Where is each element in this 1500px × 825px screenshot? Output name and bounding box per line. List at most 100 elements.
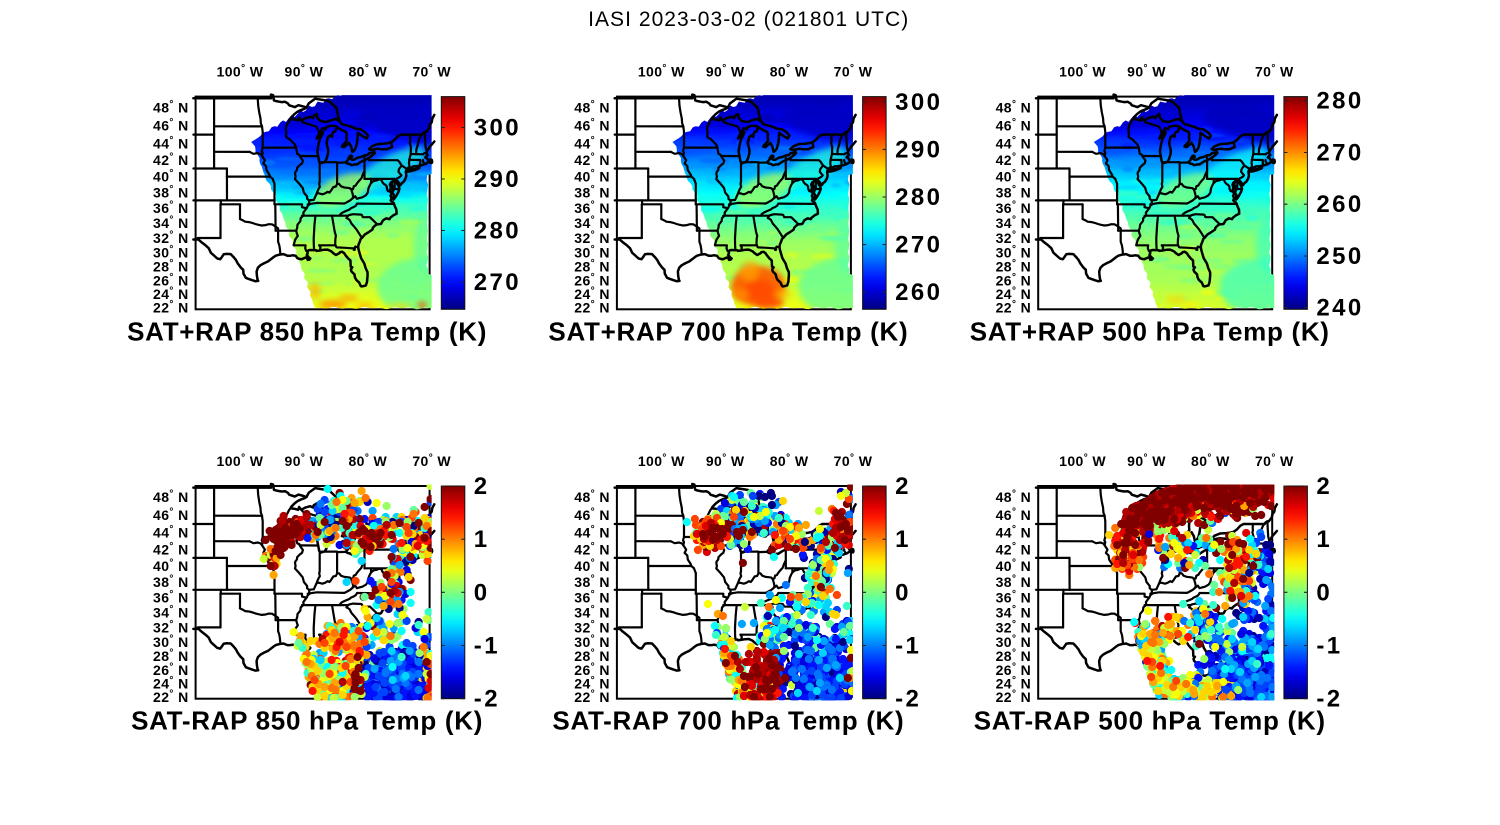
svg-text:36° N: 36° N	[996, 589, 1032, 606]
svg-text:80° W: 80° W	[1191, 453, 1230, 470]
svg-text:300: 300	[474, 115, 521, 142]
svg-text:300: 300	[895, 89, 942, 116]
svg-text:80° W: 80° W	[348, 453, 387, 470]
svg-text:2: 2	[474, 473, 490, 500]
svg-text:28° N: 28° N	[153, 648, 189, 665]
svg-text:70° W: 70° W	[1255, 453, 1294, 470]
svg-text:80° W: 80° W	[348, 63, 387, 80]
svg-text:40° N: 40° N	[153, 168, 189, 185]
svg-text:100° W: 100° W	[1059, 63, 1106, 80]
svg-text:280: 280	[474, 218, 521, 245]
svg-text:22° N: 22° N	[574, 689, 610, 706]
svg-text:2: 2	[895, 473, 911, 500]
svg-text:IASI 2023-03-02 (021801 UTC): IASI 2023-03-02 (021801 UTC)	[588, 8, 909, 31]
svg-text:-2: -2	[895, 686, 921, 713]
svg-text:SAT-RAP 850 hPa Temp (K): SAT-RAP 850 hPa Temp (K)	[131, 706, 483, 736]
svg-text:22° N: 22° N	[153, 299, 189, 316]
svg-text:48° N: 48° N	[996, 99, 1032, 116]
svg-text:2: 2	[1316, 473, 1332, 500]
svg-text:30° N: 30° N	[153, 633, 189, 650]
svg-text:38° N: 38° N	[996, 574, 1032, 591]
svg-text:48° N: 48° N	[574, 489, 610, 506]
svg-text:26° N: 26° N	[153, 272, 189, 289]
svg-text:-1: -1	[474, 633, 500, 660]
svg-text:80° W: 80° W	[770, 453, 809, 470]
svg-text:1: 1	[1316, 526, 1332, 553]
svg-text:48° N: 48° N	[574, 99, 610, 116]
svg-text:70° W: 70° W	[412, 63, 451, 80]
svg-text:36° N: 36° N	[574, 589, 610, 606]
svg-text:38° N: 38° N	[153, 184, 189, 201]
svg-text:100° W: 100° W	[638, 453, 685, 470]
svg-text:90° W: 90° W	[285, 63, 324, 80]
svg-text:40° N: 40° N	[153, 558, 189, 575]
svg-text:44° N: 44° N	[574, 524, 610, 541]
svg-text:44° N: 44° N	[153, 524, 189, 541]
svg-text:48° N: 48° N	[996, 489, 1032, 506]
svg-text:90° W: 90° W	[1127, 453, 1166, 470]
svg-text:26° N: 26° N	[996, 272, 1032, 289]
svg-text:32° N: 32° N	[153, 230, 189, 247]
svg-text:42° N: 42° N	[996, 541, 1032, 558]
svg-text:42° N: 42° N	[153, 541, 189, 558]
svg-text:42° N: 42° N	[574, 541, 610, 558]
svg-text:38° N: 38° N	[574, 184, 610, 201]
svg-text:24° N: 24° N	[996, 286, 1032, 303]
svg-text:90° W: 90° W	[706, 453, 745, 470]
svg-text:34° N: 34° N	[574, 604, 610, 621]
svg-text:90° W: 90° W	[706, 63, 745, 80]
svg-text:270: 270	[474, 269, 521, 296]
svg-text:42° N: 42° N	[574, 152, 610, 169]
svg-text:290: 290	[474, 166, 521, 193]
svg-text:90° W: 90° W	[285, 453, 324, 470]
svg-text:46° N: 46° N	[574, 507, 610, 523]
svg-text:28° N: 28° N	[574, 648, 610, 665]
svg-text:22° N: 22° N	[153, 689, 189, 706]
svg-text:36° N: 36° N	[574, 200, 610, 217]
svg-text:48° N: 48° N	[153, 99, 189, 116]
svg-text:26° N: 26° N	[574, 662, 610, 679]
svg-text:40° N: 40° N	[574, 168, 610, 185]
svg-text:0: 0	[474, 579, 490, 606]
svg-text:-1: -1	[895, 633, 921, 660]
svg-text:260: 260	[895, 279, 942, 306]
svg-text:22° N: 22° N	[996, 299, 1032, 316]
svg-text:80° W: 80° W	[1191, 63, 1230, 80]
svg-text:28° N: 28° N	[574, 258, 610, 275]
svg-text:44° N: 44° N	[996, 524, 1032, 541]
svg-text:SAT+RAP 500 hPa Temp (K): SAT+RAP 500 hPa Temp (K)	[970, 316, 1330, 346]
svg-text:70° W: 70° W	[1255, 63, 1294, 80]
svg-text:26° N: 26° N	[574, 272, 610, 289]
svg-text:290: 290	[895, 136, 942, 163]
svg-text:30° N: 30° N	[996, 244, 1032, 261]
svg-text:100° W: 100° W	[217, 453, 264, 470]
svg-text:46° N: 46° N	[996, 117, 1032, 134]
svg-text:280: 280	[895, 184, 942, 211]
svg-text:270: 270	[895, 232, 942, 259]
svg-text:46° N: 46° N	[996, 507, 1032, 523]
svg-text:34° N: 34° N	[996, 215, 1032, 232]
svg-text:30° N: 30° N	[996, 633, 1032, 650]
svg-text:70° W: 70° W	[834, 453, 873, 470]
svg-text:80° W: 80° W	[770, 63, 809, 80]
svg-text:30° N: 30° N	[153, 244, 189, 261]
svg-text:SAT-RAP 700 hPa Temp (K): SAT-RAP 700 hPa Temp (K)	[552, 706, 904, 736]
svg-text:46° N: 46° N	[574, 117, 610, 134]
svg-text:1: 1	[474, 526, 490, 553]
svg-text:42° N: 42° N	[996, 152, 1032, 169]
svg-text:42° N: 42° N	[153, 152, 189, 169]
svg-text:48° N: 48° N	[153, 489, 189, 506]
svg-text:30° N: 30° N	[574, 244, 610, 261]
svg-text:70° W: 70° W	[834, 63, 873, 80]
svg-text:24° N: 24° N	[153, 675, 189, 692]
svg-text:40° N: 40° N	[574, 558, 610, 575]
svg-text:280: 280	[1316, 88, 1363, 115]
svg-text:100° W: 100° W	[638, 63, 685, 80]
svg-text:40° N: 40° N	[996, 168, 1032, 185]
svg-text:SAT+RAP 850 hPa Temp (K): SAT+RAP 850 hPa Temp (K)	[127, 316, 487, 346]
svg-text:SAT+RAP 700 hPa Temp (K): SAT+RAP 700 hPa Temp (K)	[548, 316, 908, 346]
svg-text:250: 250	[1316, 243, 1363, 270]
svg-text:32° N: 32° N	[574, 619, 610, 636]
svg-text:26° N: 26° N	[153, 662, 189, 679]
svg-text:0: 0	[1316, 579, 1332, 606]
